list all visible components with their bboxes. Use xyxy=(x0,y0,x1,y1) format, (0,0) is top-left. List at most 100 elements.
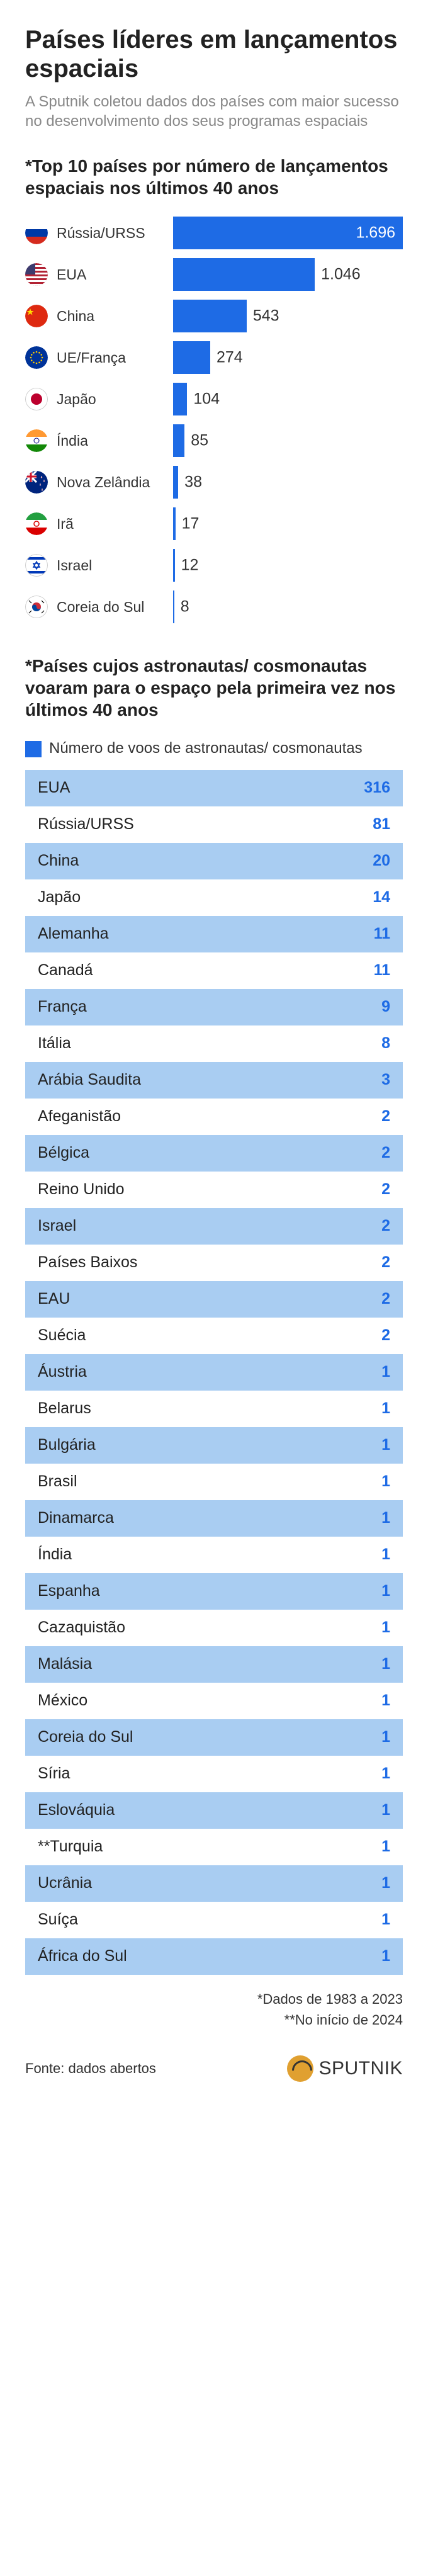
bar-value: 8 xyxy=(181,598,189,616)
bar-label-wrap: Japão xyxy=(25,388,173,410)
table-cell-value: 1 xyxy=(381,1692,390,1710)
table-row: Malásia 1 xyxy=(25,1646,403,1683)
flag-icon xyxy=(25,305,48,327)
table-cell-country: Dinamarca xyxy=(38,1509,114,1527)
table-cell-value: 1 xyxy=(381,1399,390,1418)
bar-track: 543 xyxy=(173,300,403,332)
table-cell-country: Japão xyxy=(38,888,81,907)
bar-country-name: Índia xyxy=(57,432,88,449)
bar-fill xyxy=(173,590,174,623)
table-cell-country: Belarus xyxy=(38,1399,91,1418)
bar-fill xyxy=(173,258,315,291)
source-text: Fonte: dados abertos xyxy=(25,2060,156,2077)
table-cell-country: França xyxy=(38,998,87,1016)
table-cell-country: México xyxy=(38,1692,87,1710)
bar-track: 12 xyxy=(173,549,403,582)
table-row: Suécia 2 xyxy=(25,1318,403,1354)
table-cell-country: Rússia/URSS xyxy=(38,815,134,833)
table-cell-value: 11 xyxy=(374,961,390,980)
table-row: Dinamarca 1 xyxy=(25,1500,403,1537)
flag-icon xyxy=(25,512,48,535)
table-row: Países Baixos 2 xyxy=(25,1245,403,1281)
bar-fill xyxy=(173,466,178,499)
bar-row: Índia 85 xyxy=(25,424,403,457)
flag-icon xyxy=(25,471,48,494)
table-row: Rússia/URSS 81 xyxy=(25,806,403,843)
table-row: **Turquia 1 xyxy=(25,1829,403,1865)
table-cell-value: 1 xyxy=(381,1472,390,1491)
table-cell-value: 1 xyxy=(381,1911,390,1929)
table-cell-value: 1 xyxy=(381,1947,390,1965)
bar-row: UE/França 274 xyxy=(25,341,403,374)
table-cell-value: 1 xyxy=(381,1582,390,1600)
table-cell-value: 2 xyxy=(381,1326,390,1345)
bar-track: 1.696 xyxy=(173,217,403,249)
table-row: Bélgica 2 xyxy=(25,1135,403,1172)
brand-logo-icon xyxy=(287,2055,313,2082)
table-cell-value: 1 xyxy=(381,1801,390,1819)
bar-label-wrap: Coreia do Sul xyxy=(25,596,173,618)
table-cell-country: Afeganistão xyxy=(38,1107,121,1126)
bar-label-wrap: Índia xyxy=(25,429,173,452)
table-cell-country: Bulgária xyxy=(38,1436,96,1454)
table-cell-country: Países Baixos xyxy=(38,1253,137,1272)
table-cell-value: 1 xyxy=(381,1363,390,1381)
table-cell-country: Alemanha xyxy=(38,925,109,943)
table-row: Cazaquistão 1 xyxy=(25,1610,403,1646)
table-cell-country: Índia xyxy=(38,1545,72,1564)
bar-fill xyxy=(173,549,175,582)
table-cell-value: 14 xyxy=(373,888,390,907)
table-cell-value: 1 xyxy=(381,1655,390,1673)
table-cell-value: 1 xyxy=(381,1874,390,1892)
bar-fill xyxy=(173,424,184,457)
table-row: Síria 1 xyxy=(25,1756,403,1792)
table-row: China 20 xyxy=(25,843,403,879)
table-cell-country: Cazaquistão xyxy=(38,1618,125,1637)
bar-country-name: China xyxy=(57,308,94,325)
footnotes: *Dados de 1983 a 2023**No início de 2024 xyxy=(25,1989,403,2030)
bar-value: 1.046 xyxy=(321,266,361,284)
table-row: Japão 14 xyxy=(25,879,403,916)
table-row: Afeganistão 2 xyxy=(25,1099,403,1135)
table-row: EUA 316 xyxy=(25,770,403,806)
table-cell-country: Arábia Saudita xyxy=(38,1071,141,1089)
flag-icon xyxy=(25,222,48,244)
table-cell-value: 2 xyxy=(381,1217,390,1235)
astronauts-table: EUA 316 Rússia/URSS 81 China 20 Japão 14… xyxy=(25,770,403,1975)
flag-icon xyxy=(25,388,48,410)
table-row: Áustria 1 xyxy=(25,1354,403,1391)
bar-country-name: Nova Zelândia xyxy=(57,474,150,491)
bar-fill xyxy=(173,383,187,415)
table-cell-country: Brasil xyxy=(38,1472,77,1491)
table-row: Arábia Saudita 3 xyxy=(25,1062,403,1099)
astronauts-heading: *Países cujos astronautas/ cosmonautas v… xyxy=(25,655,403,721)
table-cell-country: Reino Unido xyxy=(38,1180,125,1199)
bar-track: 38 xyxy=(173,466,403,499)
flag-icon xyxy=(25,554,48,577)
table-cell-country: Ucrânia xyxy=(38,1874,92,1892)
bar-value: 17 xyxy=(182,515,200,533)
table-cell-country: EAU xyxy=(38,1290,70,1308)
bar-value: 1.696 xyxy=(356,224,395,242)
table-cell-value: 11 xyxy=(374,925,390,943)
bar-track: 85 xyxy=(173,424,403,457)
page-subtitle: A Sputnik coletou dados dos países com m… xyxy=(25,92,403,131)
bar-label-wrap: China xyxy=(25,305,173,327)
table-row: Eslováquia 1 xyxy=(25,1792,403,1829)
table-cell-value: 2 xyxy=(381,1144,390,1162)
bar-row: Nova Zelândia 38 xyxy=(25,466,403,499)
bar-country-name: Japão xyxy=(57,391,96,408)
bar-fill xyxy=(173,507,176,540)
table-cell-value: 1 xyxy=(381,1618,390,1637)
table-cell-country: Eslováquia xyxy=(38,1801,115,1819)
table-row: Belarus 1 xyxy=(25,1391,403,1427)
table-cell-country: Áustria xyxy=(38,1363,87,1381)
bar-row: Irã 17 xyxy=(25,507,403,540)
table-cell-country: Israel xyxy=(38,1217,76,1235)
bar-value: 543 xyxy=(253,307,279,325)
bar-row: Japão 104 xyxy=(25,383,403,415)
bar-label-wrap: EUA xyxy=(25,263,173,286)
table-row: Reino Unido 2 xyxy=(25,1172,403,1208)
bar-label-wrap: UE/França xyxy=(25,346,173,369)
bar-row: China 543 xyxy=(25,300,403,332)
